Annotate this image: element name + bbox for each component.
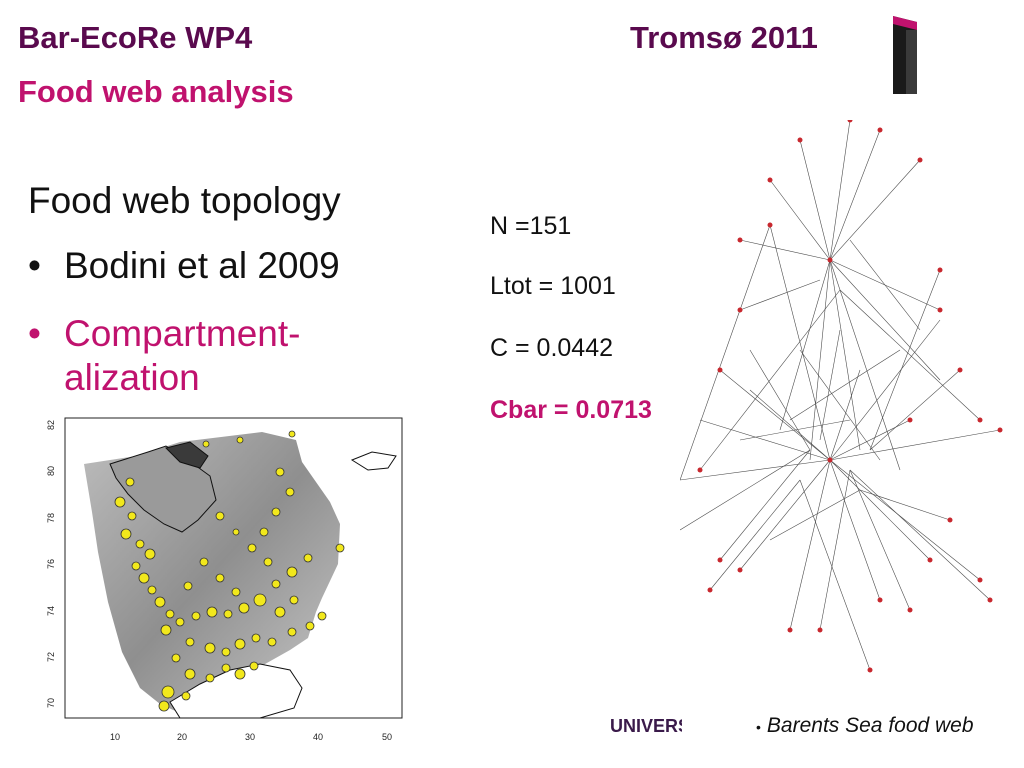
- x-tick: 10: [110, 732, 120, 742]
- x-tick: 20: [177, 732, 187, 742]
- location-year: Tromsø 2011: [630, 20, 818, 55]
- stat-c: C = 0.0442: [490, 334, 614, 362]
- web-nodes: [697, 120, 1003, 673]
- food-web-caption: • Barents Sea food web: [756, 714, 974, 738]
- y-tick: 80: [46, 466, 56, 476]
- food-web-network: [680, 120, 1003, 673]
- land-greenland-coast: [350, 451, 397, 471]
- land-island: [165, 441, 209, 469]
- bullet-item-bodini: • Bodini et al 2009: [28, 244, 340, 288]
- stat-n: N =151: [490, 212, 572, 240]
- bullet-item-compartment: • Compartment-alization: [28, 312, 388, 400]
- x-tick: 30: [245, 732, 255, 742]
- caption-bullet: •: [756, 719, 761, 735]
- station-map: 82 80 78 76 74 72 70 10 20 30 40 50: [46, 417, 403, 742]
- x-tick: 50: [382, 732, 392, 742]
- section-title: Food web analysis: [18, 74, 294, 109]
- university-name: UNIVERSITETET: [610, 716, 682, 736]
- web-links: [680, 120, 1001, 671]
- project-title: Bar-EcoRe WP4: [18, 20, 253, 55]
- bullet-text: Bodini et al 2009: [64, 245, 340, 286]
- university-logo-icon: [893, 16, 917, 94]
- bullet-text: Compartment-alization: [64, 313, 301, 398]
- y-tick: 76: [46, 559, 56, 569]
- x-tick: 40: [313, 732, 323, 742]
- slide-heading: Food web topology: [28, 180, 341, 221]
- caption-text: Barents Sea food web: [766, 714, 974, 737]
- y-tick: 78: [46, 513, 56, 523]
- land-svalbard: [109, 445, 217, 533]
- stat-ltot: Ltot = 1001: [490, 272, 616, 300]
- bullet-marker: •: [28, 245, 41, 286]
- land-norway: [169, 663, 303, 719]
- y-tick: 82: [46, 420, 56, 430]
- bullet-marker: •: [28, 313, 41, 354]
- stat-cbar: Cbar = 0.0713: [490, 396, 652, 424]
- y-tick: 74: [46, 606, 56, 616]
- station-points: [114, 430, 345, 712]
- y-tick: 72: [46, 652, 56, 662]
- y-tick: 70: [46, 698, 56, 708]
